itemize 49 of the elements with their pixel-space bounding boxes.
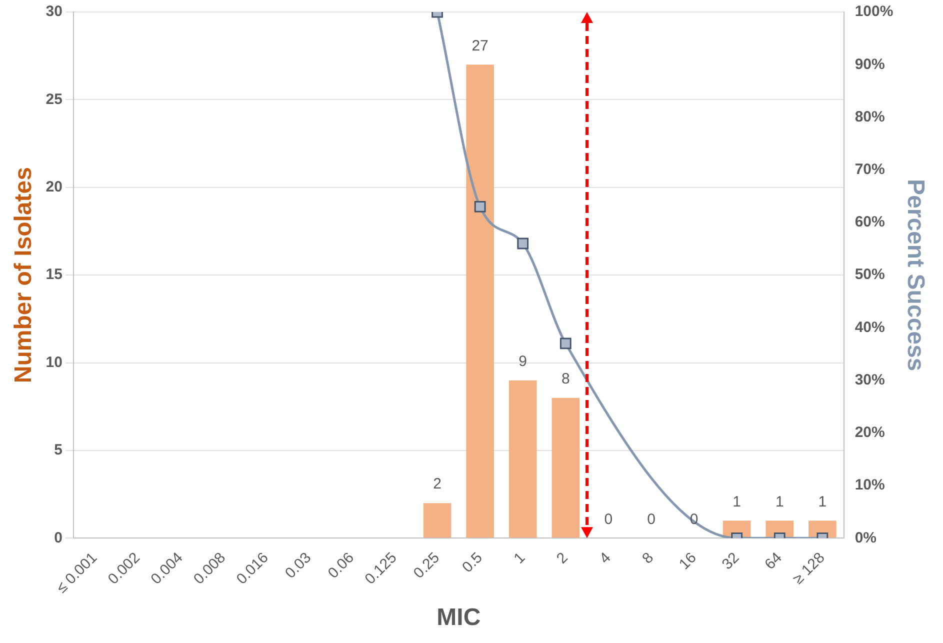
y-tick-label: 0	[54, 529, 62, 546]
y2-tick-label: 30%	[854, 371, 885, 388]
y2-tick-label: 70%	[854, 160, 885, 178]
x-tick-label: 2	[553, 549, 572, 568]
x-tick-label: ≥ 128	[790, 549, 828, 588]
x-tick-label: 0.5	[459, 549, 486, 576]
data-label: 1	[732, 493, 742, 510]
y-tick-label: 5	[54, 442, 62, 459]
y-tick-label: 25	[46, 90, 62, 108]
point	[474, 200, 486, 212]
bar	[552, 398, 580, 538]
y2-axis-title: Percent Success	[902, 179, 929, 372]
data-label: 8	[561, 370, 570, 388]
y2-tick-label: 10%	[854, 476, 885, 494]
data-label: 1	[818, 493, 827, 510]
x-tick-label: 64	[762, 549, 786, 574]
bar	[423, 503, 452, 538]
y2-tick-label: 100%	[854, 3, 894, 20]
x-axis-title: MIC	[436, 604, 481, 632]
x-tick-label: 32	[718, 549, 743, 574]
y2-tick-label: 0%	[854, 529, 877, 546]
x-tick-label: 16	[676, 549, 700, 574]
point	[517, 238, 529, 250]
bar	[508, 380, 537, 538]
y2-tick-label: 20%	[854, 424, 885, 442]
x-tick-label: 4	[596, 549, 614, 568]
x-tick-label: 1	[510, 549, 529, 568]
x-tick-label: 0.03	[282, 549, 315, 582]
data-label: 2	[433, 476, 442, 493]
x-tick-label: 0.06	[324, 549, 358, 582]
y-tick-label: 20	[46, 178, 62, 196]
y2-tick-label: 90%	[854, 56, 885, 73]
data-label: 9	[518, 352, 528, 370]
y2-tick-label: 60%	[854, 214, 885, 231]
y-axis-title: Number of Isolates	[10, 167, 38, 384]
x-tick-label: 8	[639, 549, 658, 568]
x-tick-label: 0.25	[410, 549, 444, 582]
y-tick-label: 30	[46, 3, 62, 20]
data-label: 27	[472, 37, 488, 54]
y-tick-label: 10	[46, 354, 62, 371]
y2-tick-label: 80%	[854, 108, 885, 126]
y-tick-label: 15	[46, 266, 62, 284]
y2-tick-label: 50%	[854, 266, 885, 284]
point	[560, 338, 572, 350]
data-label: 0	[647, 510, 656, 528]
bar	[466, 64, 494, 538]
data-label: 0	[604, 510, 613, 528]
y2-tick-label: 40%	[854, 318, 885, 336]
data-label: 1	[775, 493, 784, 510]
